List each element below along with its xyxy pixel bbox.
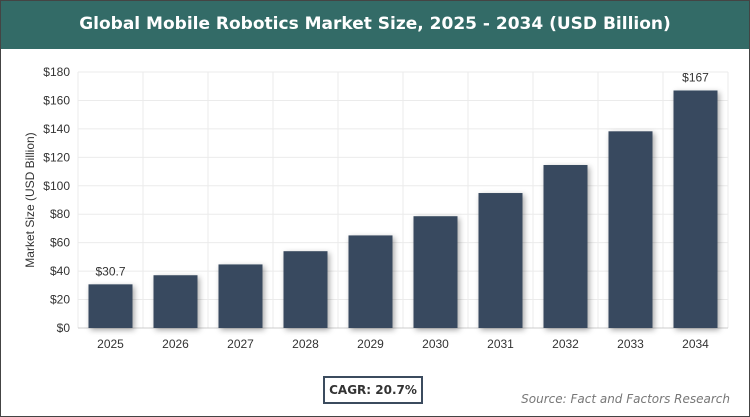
x-tick-label: 2029	[357, 337, 384, 351]
x-tick-label: 2025	[97, 337, 124, 351]
cagr-badge: CAGR: 20.7%	[323, 376, 423, 404]
bar-2026	[153, 275, 198, 328]
bar-2031	[478, 193, 523, 328]
x-tick-label: 2032	[552, 337, 579, 351]
x-tick-label: 2034	[682, 337, 709, 351]
y-tick-label: $40	[50, 264, 70, 278]
bar-2028	[283, 251, 328, 328]
y-tick-label: $0	[57, 321, 71, 335]
y-tick-label: $80	[50, 207, 70, 221]
x-tick-label: 2028	[292, 337, 319, 351]
x-tick-label: 2026	[162, 337, 189, 351]
bar-2033	[608, 131, 653, 328]
bar-2025	[88, 284, 133, 328]
bar-2032	[543, 165, 588, 328]
x-tick-label: 2031	[487, 337, 514, 351]
y-tick-label: $20	[50, 293, 70, 307]
data-label: $167	[682, 70, 709, 84]
x-tick-label: 2030	[422, 337, 449, 351]
chart-title: Global Mobile Robotics Market Size, 2025…	[1, 1, 749, 49]
y-tick-label: $120	[43, 150, 70, 164]
y-tick-label: $140	[43, 122, 70, 136]
data-label: $30.7	[95, 264, 125, 278]
y-tick-label: $100	[43, 179, 70, 193]
x-tick-label: 2033	[617, 337, 644, 351]
y-axis-label: Market Size (USD Billion)	[23, 132, 37, 267]
bar-2027	[218, 264, 263, 328]
bar-2030	[413, 216, 458, 328]
x-tick-label: 2027	[227, 337, 254, 351]
y-tick-label: $180	[43, 65, 70, 79]
source-note: Source: Fact and Factors Research	[521, 392, 730, 406]
y-tick-label: $160	[43, 93, 70, 107]
y-tick-label: $60	[50, 236, 70, 250]
bar-2034	[673, 90, 718, 328]
bar-2029	[348, 235, 393, 328]
